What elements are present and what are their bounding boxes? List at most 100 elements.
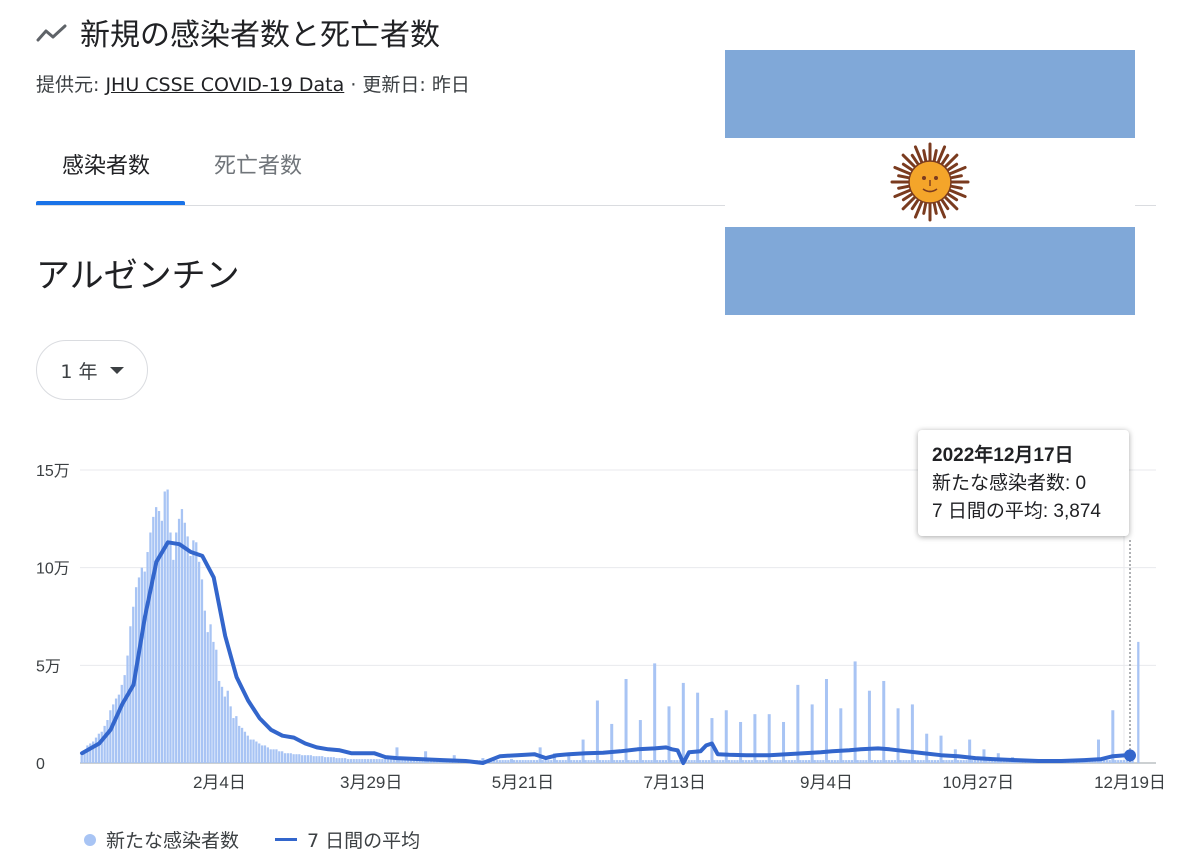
case-bar xyxy=(641,760,645,763)
case-bar xyxy=(427,760,430,763)
case-bar xyxy=(865,760,868,763)
case-bar xyxy=(767,714,771,763)
case-bar xyxy=(908,760,911,763)
case-bar xyxy=(807,760,811,763)
case-bar xyxy=(913,760,917,763)
case-bar xyxy=(919,760,922,763)
case-bar xyxy=(338,758,341,763)
case-bar xyxy=(226,690,229,763)
tab-deaths[interactable]: 死亡者数 xyxy=(214,154,303,179)
case-bar xyxy=(824,679,828,763)
sun-ray xyxy=(922,149,928,162)
case-bar xyxy=(157,511,161,763)
case-bar xyxy=(200,579,204,763)
case-bar xyxy=(890,760,894,763)
case-bar xyxy=(991,760,994,763)
case-bar xyxy=(721,760,725,763)
sun-ray xyxy=(950,184,963,190)
case-bar xyxy=(186,536,189,763)
case-bar xyxy=(212,641,215,763)
case-bar xyxy=(581,739,585,763)
case-bar xyxy=(252,739,255,763)
case-bar xyxy=(1114,760,1117,763)
case-bar xyxy=(146,552,149,763)
case-bar xyxy=(925,733,929,763)
case-bar xyxy=(183,522,186,763)
case-bar xyxy=(160,520,164,763)
case-bar xyxy=(364,759,367,763)
case-bar xyxy=(114,698,118,763)
argentina-flag xyxy=(725,50,1135,315)
case-bar xyxy=(189,555,192,763)
case-bar xyxy=(175,532,178,763)
sun-ray xyxy=(913,200,924,219)
case-bar xyxy=(375,759,378,763)
case-bar xyxy=(756,760,759,763)
sun-ray xyxy=(901,192,914,202)
case-bar xyxy=(621,760,625,763)
case-bar xyxy=(982,749,986,763)
case-bar xyxy=(942,760,945,763)
case-bar xyxy=(822,760,825,763)
case-bar xyxy=(358,759,361,763)
case-bar xyxy=(704,760,708,763)
case-bar xyxy=(272,749,275,763)
sun-ray xyxy=(948,188,967,199)
case-bar xyxy=(930,760,934,763)
case-bar xyxy=(790,760,793,763)
case-bar xyxy=(117,694,121,763)
case-bar xyxy=(893,760,897,763)
case-bar xyxy=(782,721,786,763)
case-bar xyxy=(661,760,665,763)
case-bar xyxy=(94,737,98,763)
sun-ray xyxy=(940,198,950,211)
range-dropdown[interactable]: 1 年 xyxy=(36,340,148,400)
case-bar xyxy=(295,754,298,763)
case-bar xyxy=(481,758,485,763)
hover-point[interactable] xyxy=(1124,749,1136,762)
case-bar xyxy=(993,760,997,763)
case-bar xyxy=(856,760,859,763)
case-bar xyxy=(973,760,977,763)
x-tick-label: 2月4日 xyxy=(193,773,246,792)
case-bar xyxy=(195,542,198,763)
case-bar xyxy=(610,723,614,763)
case-bar xyxy=(867,690,871,763)
case-bar xyxy=(395,747,399,763)
case-bar xyxy=(670,760,673,763)
source-link[interactable]: JHU CSSE COVID-19 Data xyxy=(105,74,345,96)
case-bar xyxy=(332,757,335,763)
case-bar xyxy=(535,760,539,763)
case-bar xyxy=(401,760,404,763)
case-bar xyxy=(220,686,224,763)
case-bar xyxy=(418,760,421,763)
case-bar xyxy=(521,760,524,763)
case-bar xyxy=(258,743,261,763)
case-bar xyxy=(412,760,416,763)
sun-ray xyxy=(910,153,920,166)
case-bar xyxy=(956,760,960,763)
case-bar xyxy=(724,710,728,763)
case-bar xyxy=(776,760,779,763)
case-bar xyxy=(842,760,845,763)
case-bar xyxy=(633,760,636,763)
case-bar xyxy=(215,649,218,763)
case-bar xyxy=(644,760,647,763)
sun-ray xyxy=(901,162,914,172)
case-bar xyxy=(409,760,413,763)
case-bar xyxy=(349,759,353,763)
case-bar xyxy=(155,507,158,763)
case-bar xyxy=(727,760,730,763)
case-bar xyxy=(882,680,886,763)
case-bar xyxy=(719,760,722,763)
case-bar xyxy=(770,760,773,763)
case-bar xyxy=(97,733,101,763)
case-bar xyxy=(166,489,169,763)
case-bar xyxy=(369,759,373,763)
case-bar xyxy=(764,760,768,763)
case-bar xyxy=(218,680,221,763)
case-bar xyxy=(647,760,650,763)
case-bar xyxy=(501,760,504,763)
case-bar xyxy=(578,760,582,763)
tab-cases[interactable]: 感染者数 xyxy=(62,154,151,179)
